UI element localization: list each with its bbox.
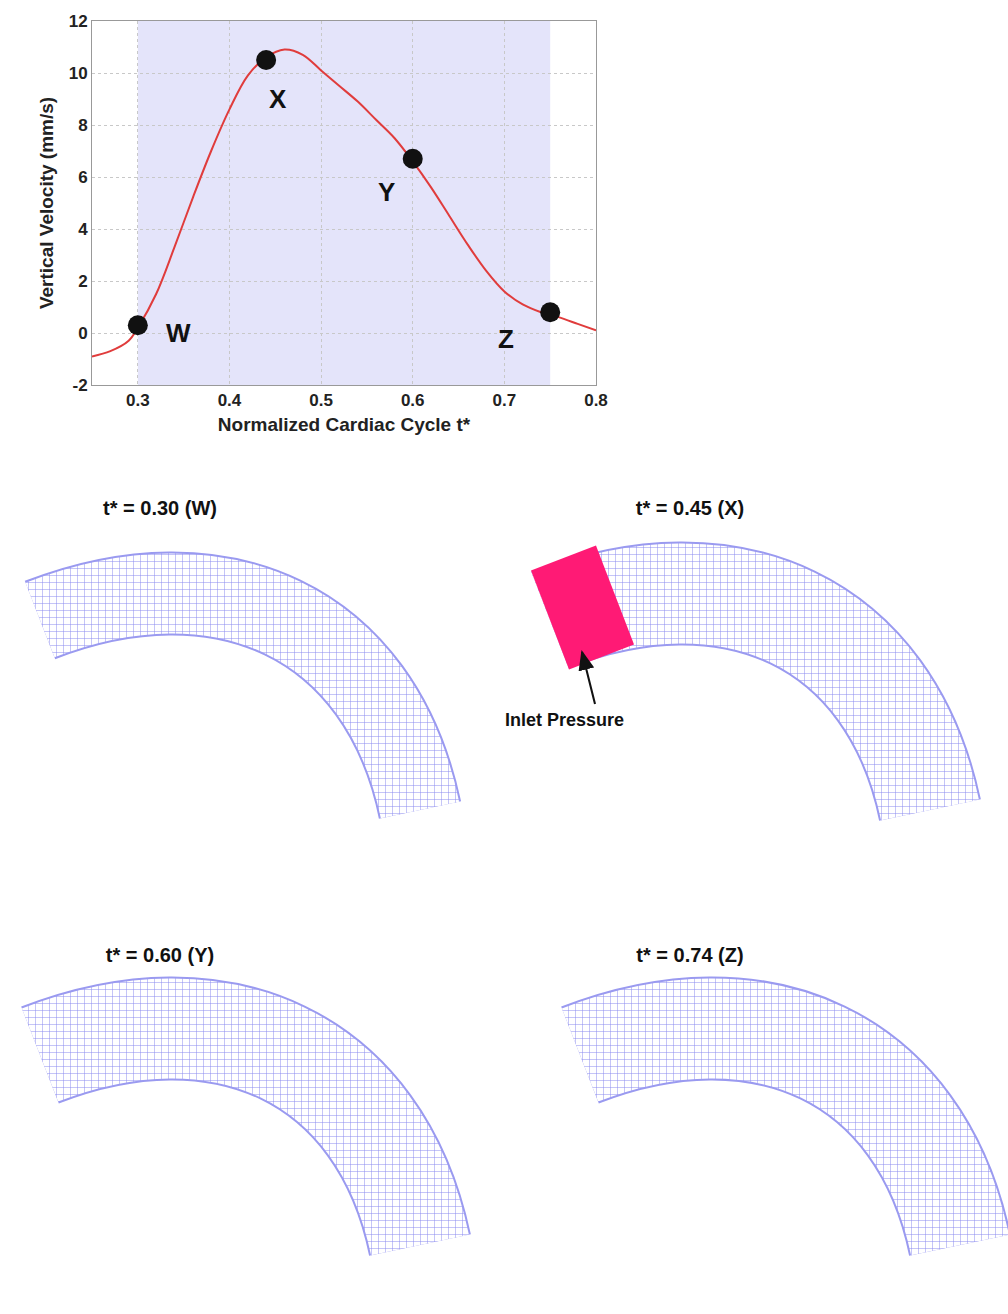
svg-text:-2: -2 xyxy=(72,376,87,395)
svg-text:0.5: 0.5 xyxy=(309,391,333,410)
svg-text:0: 0 xyxy=(78,324,87,343)
svg-text:0.3: 0.3 xyxy=(126,391,150,410)
svg-text:Y: Y xyxy=(378,177,395,207)
svg-text:t* = 0.74 (Z): t* = 0.74 (Z) xyxy=(636,944,743,966)
svg-text:0.7: 0.7 xyxy=(493,391,517,410)
svg-text:Inlet Pressure: Inlet Pressure xyxy=(505,710,624,730)
svg-text:Normalized Cardiac Cycle t*: Normalized Cardiac Cycle t* xyxy=(218,414,471,435)
svg-text:10: 10 xyxy=(69,64,88,83)
svg-text:2: 2 xyxy=(78,272,87,291)
svg-text:X: X xyxy=(269,84,287,114)
svg-text:t* = 0.30 (W): t* = 0.30 (W) xyxy=(103,497,217,519)
svg-text:4: 4 xyxy=(78,220,88,239)
svg-text:6: 6 xyxy=(78,168,87,187)
svg-text:12: 12 xyxy=(69,12,88,31)
svg-text:W: W xyxy=(166,318,191,348)
svg-text:0.4: 0.4 xyxy=(218,391,242,410)
svg-text:Vertical Velocity (mm/s): Vertical Velocity (mm/s) xyxy=(36,97,57,309)
svg-text:Z: Z xyxy=(498,324,514,354)
svg-text:8: 8 xyxy=(78,116,87,135)
svg-text:0.6: 0.6 xyxy=(401,391,425,410)
svg-text:t* = 0.60 (Y): t* = 0.60 (Y) xyxy=(106,944,214,966)
svg-text:t* = 0.45 (X): t* = 0.45 (X) xyxy=(636,497,744,519)
svg-text:0.8: 0.8 xyxy=(584,391,608,410)
